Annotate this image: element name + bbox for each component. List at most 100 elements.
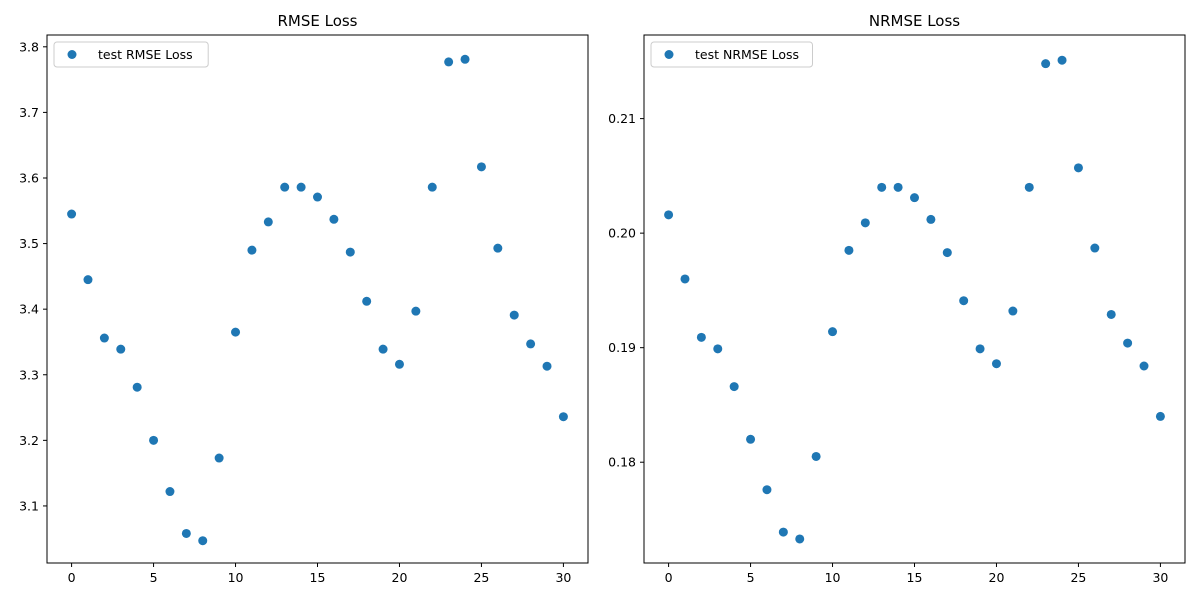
x-tick-label: 25 — [1070, 570, 1086, 585]
data-point — [313, 192, 322, 202]
data-point — [975, 344, 985, 354]
data-point — [280, 182, 290, 192]
data-point — [378, 344, 388, 354]
data-point — [67, 209, 77, 219]
data-point — [893, 182, 903, 192]
data-point — [860, 218, 870, 228]
y-tick-label: 3.8 — [19, 39, 39, 54]
data-point — [444, 57, 454, 67]
x-tick-label: 5 — [747, 570, 755, 585]
y-tick-label: 3.2 — [19, 433, 39, 448]
data-point — [345, 247, 355, 257]
data-point — [132, 382, 142, 392]
data-point — [427, 182, 437, 192]
data-point — [778, 527, 788, 537]
legend-marker — [67, 50, 77, 59]
data-point — [296, 182, 306, 192]
data-point — [558, 412, 568, 422]
data-point — [181, 528, 191, 538]
y-tick-label: 3.5 — [19, 236, 39, 251]
data-point — [713, 344, 723, 354]
data-point — [526, 339, 536, 349]
chart-panel-0: RMSE Loss 0 5 10 15 20 25 30 3.1 3.2 3.3 3.4 3.5 3.6 3… — [19, 12, 589, 585]
data-point — [762, 485, 772, 495]
x-tick-label: 15 — [310, 570, 326, 585]
x-tick-label: 25 — [473, 570, 489, 585]
data-point — [926, 214, 936, 224]
data-point — [198, 536, 208, 546]
data-point — [877, 182, 887, 192]
data-point — [729, 382, 739, 392]
data-point — [680, 274, 690, 284]
data-point — [99, 333, 109, 343]
data-point — [1123, 338, 1133, 348]
x-tick-label: 5 — [150, 570, 158, 585]
data-point — [1041, 59, 1051, 69]
x-tick-label: 30 — [555, 570, 571, 585]
chart-panel-1: NRMSE Loss 0 5 10 15 20 25 30 0.18 0.19 0.20 0.21 te… — [608, 12, 1186, 585]
data-point — [1008, 306, 1018, 316]
x-tick-label: 0 — [68, 570, 76, 585]
x-tick-label: 0 — [665, 570, 673, 585]
data-point — [959, 296, 969, 306]
data-point — [362, 296, 372, 306]
y-tick-label: 3.4 — [19, 302, 39, 317]
data-point — [746, 434, 756, 444]
data-point — [116, 344, 126, 354]
data-point — [509, 310, 519, 320]
data-point — [542, 361, 552, 371]
legend-marker — [664, 50, 674, 59]
y-tick-label: 0.19 — [608, 340, 636, 355]
data-point — [149, 435, 159, 445]
data-point — [476, 162, 486, 172]
legend-label: test NRMSE Loss — [695, 47, 799, 62]
data-point — [696, 332, 706, 342]
y-tick-label: 0.20 — [608, 226, 636, 241]
y-tick-label: 0.18 — [608, 455, 636, 470]
data-point — [411, 306, 421, 316]
data-point — [1106, 309, 1116, 319]
data-point — [214, 453, 224, 463]
y-tick-label: 3.7 — [19, 105, 39, 120]
x-tick-label: 10 — [825, 570, 841, 585]
data-point — [165, 487, 175, 497]
chart-title: RMSE Loss — [277, 12, 357, 30]
data-point — [828, 327, 838, 337]
data-point — [844, 245, 854, 255]
data-point — [1057, 55, 1067, 65]
data-point — [1073, 163, 1083, 173]
legend: test RMSE Loss — [53, 41, 209, 68]
x-tick-label: 20 — [989, 570, 1005, 585]
data-point — [811, 451, 821, 461]
y-tick-label: 0.21 — [608, 111, 636, 126]
data-point — [1090, 243, 1100, 253]
data-point — [247, 245, 257, 255]
data-point — [1139, 361, 1149, 371]
data-point — [795, 534, 805, 544]
data-point — [394, 359, 404, 369]
y-tick-label: 3.6 — [19, 170, 39, 185]
data-point — [991, 359, 1001, 369]
data-point — [460, 54, 470, 64]
data-point — [329, 214, 339, 224]
legend-box — [53, 41, 209, 68]
data-point — [263, 217, 273, 227]
data-point — [1024, 182, 1034, 192]
x-tick-label: 30 — [1152, 570, 1168, 585]
data-point — [83, 275, 93, 285]
data-point — [942, 248, 952, 258]
data-point — [910, 193, 919, 203]
plot-frame — [643, 34, 1186, 564]
x-tick-label: 20 — [392, 570, 408, 585]
data-point — [231, 327, 241, 337]
plot-frame — [46, 34, 589, 564]
y-tick-label: 3.3 — [19, 367, 39, 382]
data-point — [493, 243, 503, 253]
x-tick-label: 15 — [907, 570, 923, 585]
y-tick-label: 3.1 — [19, 498, 39, 513]
x-tick-label: 10 — [228, 570, 244, 585]
legend: test NRMSE Loss — [650, 41, 813, 68]
chart-title: NRMSE Loss — [869, 12, 960, 30]
legend-label: test RMSE Loss — [98, 47, 193, 62]
